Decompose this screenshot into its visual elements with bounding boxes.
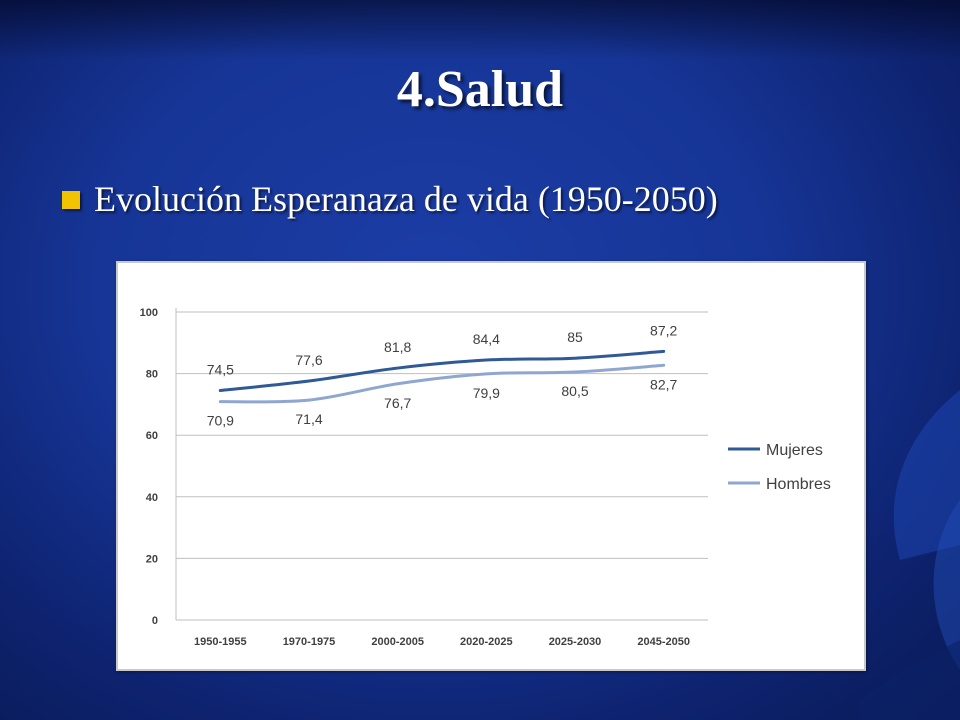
x-tick-label: 2045-2050 — [637, 636, 690, 648]
y-tick-label: 80 — [146, 369, 158, 381]
data-label-hombres: 80,5 — [561, 383, 588, 399]
chart-frame: 0 20 40 60 80 100 1950-1955 1970-1975 2000-2005 2… — [116, 261, 866, 671]
x-tick-label: 2025-2030 — [549, 636, 602, 648]
bullet-item: Evolución Esperanaza de vida (1950-2050) — [62, 176, 718, 222]
series-line-hombres — [218, 363, 666, 404]
data-label-hombres: 82,7 — [650, 376, 677, 392]
y-tick-label: 60 — [146, 430, 158, 442]
slide-title: 4.Salud — [396, 61, 564, 118]
y-tick-label: 20 — [146, 553, 158, 565]
data-label-hombres: 70,9 — [207, 413, 234, 429]
y-tick-label: 40 — [146, 492, 158, 504]
data-label-hombres: 76,7 — [384, 395, 411, 411]
life-expectancy-chart: 0 20 40 60 80 100 1950-1955 1970-1975 2000-2005 2… — [140, 307, 831, 648]
bullet-text: Evolución Esperanaza de vida (1950-2050) — [94, 179, 718, 219]
legend-label-hombres: Hombres — [766, 476, 831, 493]
x-tick-label: 1970-1975 — [283, 636, 336, 648]
x-tick-label: 2020-2025 — [460, 636, 513, 648]
data-label-mujeres: 84,4 — [473, 331, 500, 347]
data-label-hombres: 79,9 — [473, 385, 500, 401]
x-tick-label: 1950-1955 — [194, 636, 247, 648]
data-label-hombres: 71,4 — [295, 411, 322, 427]
data-label-mujeres: 81,8 — [384, 339, 411, 355]
top-shade — [0, 0, 960, 60]
data-label-mujeres: 87,2 — [650, 322, 677, 338]
legend-label-mujeres: Mujeres — [766, 442, 823, 459]
y-tick-label: 0 — [152, 615, 158, 627]
data-label-mujeres: 74,5 — [207, 362, 234, 378]
bullet-square-icon — [62, 191, 80, 209]
decorative-swoosh — [860, 390, 960, 720]
x-tick-label: 2000-2005 — [371, 636, 424, 648]
series-line-mujeres — [218, 349, 666, 393]
data-label-mujeres: 77,6 — [295, 352, 322, 368]
data-label-mujeres: 85 — [567, 329, 583, 345]
y-tick-label: 100 — [140, 307, 158, 319]
